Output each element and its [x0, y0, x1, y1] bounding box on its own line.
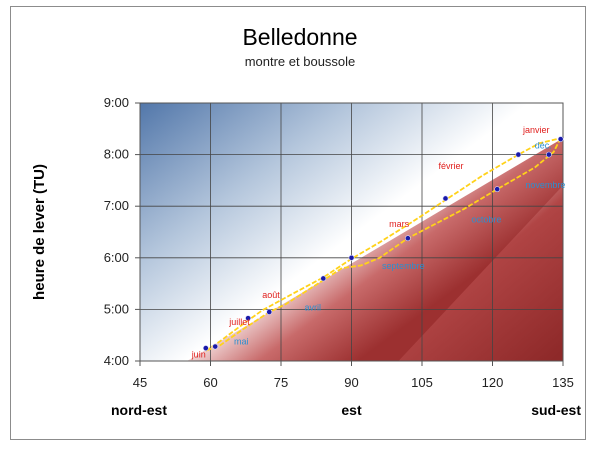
data-point [404, 235, 411, 242]
month-label: déc. [535, 140, 552, 150]
x-tick-label: 135 [552, 375, 574, 390]
data-point [494, 186, 501, 193]
y-tick-label: 9:00 [104, 95, 129, 110]
chart-subtitle: montre et boussole [244, 54, 356, 69]
data-point [320, 275, 327, 282]
x-tick-label: 45 [133, 375, 147, 390]
data-point [515, 151, 522, 158]
y-tick-label: 5:00 [104, 301, 129, 316]
month-label: juin [191, 349, 206, 359]
data-point [266, 309, 273, 315]
curve-setting [205, 137, 562, 352]
x-tick-label: 90 [344, 375, 358, 390]
y-tick-label: 7:00 [104, 198, 129, 213]
lower-shade-dark [398, 185, 563, 361]
chart-title: Belledonne [242, 24, 358, 50]
month-label: avril [305, 302, 322, 312]
month-label: mai [234, 336, 249, 346]
data-point [202, 345, 209, 351]
data-point [212, 343, 219, 350]
curve-rising [205, 137, 561, 352]
x-tick-label: 75 [274, 375, 288, 390]
month-label: mars [389, 219, 409, 229]
month-label: juillet [228, 317, 250, 327]
month-label: septembre [382, 261, 425, 271]
x-tick-label: 105 [411, 375, 433, 390]
data-point [557, 136, 564, 143]
data-point [442, 195, 449, 202]
direction-label: nord-est [111, 402, 167, 418]
x-tick-label: 60 [203, 375, 217, 390]
y-tick-label: 6:00 [104, 250, 129, 265]
data-point [348, 254, 355, 261]
data-point [245, 315, 251, 322]
direction-label: sud-est [531, 402, 581, 418]
month-label: août [262, 290, 280, 300]
x-tick-label: 120 [482, 375, 504, 390]
month-label: octobre [471, 215, 501, 225]
month-label: février [438, 161, 463, 171]
month-label: janvier [522, 125, 550, 135]
y-axis-title: heure de lever (TU) [31, 164, 48, 300]
month-label: novembre [525, 180, 565, 190]
direction-label: est [341, 402, 362, 418]
y-tick-label: 8:00 [104, 147, 129, 162]
data-point [546, 151, 552, 158]
y-tick-label: 4:00 [104, 353, 129, 368]
